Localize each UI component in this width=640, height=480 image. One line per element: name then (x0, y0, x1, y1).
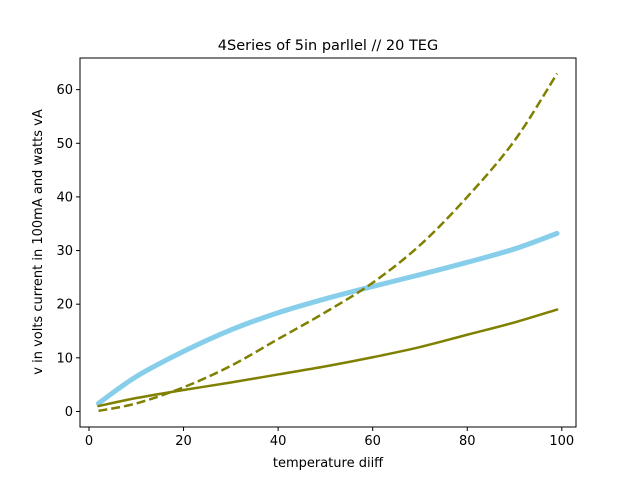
x-tick-label: 40 (270, 434, 287, 449)
x-axis-label: temperature diiff (273, 456, 384, 471)
series-line-3 (98, 72, 559, 413)
y-tick-label: 0 (65, 405, 73, 420)
x-tick-label: 80 (459, 434, 476, 449)
x-axis: 0 20 40 60 80 100 (85, 427, 574, 449)
series-line-1 (95, 230, 560, 406)
y-tick-label: 40 (56, 190, 73, 205)
plot-frame (79, 57, 577, 428)
chart-title: 4Series of 5in parllel // 20 TEG (218, 38, 438, 54)
y-tick-label: 50 (56, 137, 73, 152)
y-tick-label: 30 (56, 244, 73, 259)
x-tick-label: 0 (85, 434, 93, 449)
y-tick-label: 20 (56, 298, 73, 313)
y-tick-label: 10 (56, 351, 73, 366)
y-axis: 0 10 20 30 40 50 60 (56, 83, 80, 420)
plot-lines (95, 72, 560, 413)
y-axis-label: v in volts current in 100mA and watts vA (31, 109, 46, 375)
x-tick-label: 100 (549, 434, 574, 449)
x-tick-label: 60 (364, 434, 381, 449)
x-tick-label: 20 (175, 434, 192, 449)
y-tick-label: 60 (56, 83, 73, 98)
